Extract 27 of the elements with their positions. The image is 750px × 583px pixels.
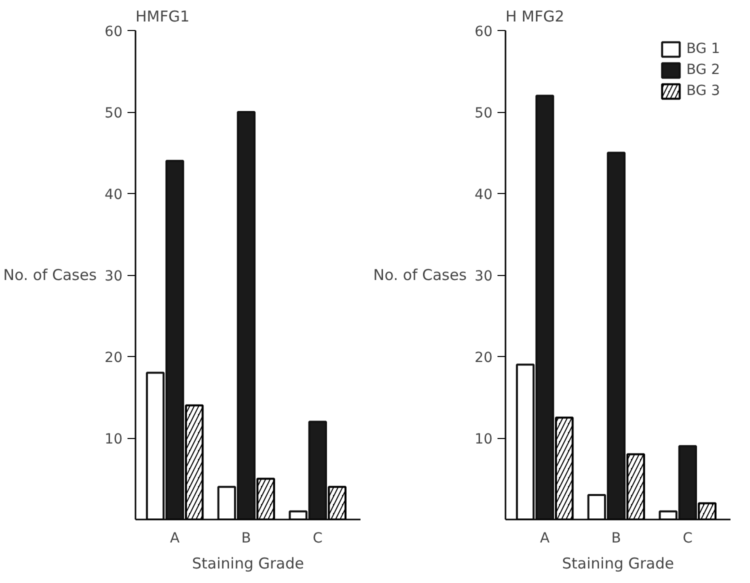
x-tick-label: B bbox=[241, 530, 252, 546]
y-tick-label: 20 bbox=[104, 350, 123, 366]
x-tick-label: C bbox=[312, 530, 323, 546]
y-tick-label: 30 bbox=[104, 268, 123, 284]
x-axis-title: Staining Grade bbox=[192, 554, 304, 572]
y-tick-label: 50 bbox=[474, 106, 493, 122]
y-tick-label: 60 bbox=[474, 24, 493, 40]
chart-title: HMFG1 bbox=[136, 8, 190, 26]
x-tick-label: B bbox=[611, 530, 622, 546]
legend-label: BG 1 bbox=[686, 41, 720, 57]
y-tick-label: 60 bbox=[104, 24, 123, 40]
y-axis-title: No. of Cases bbox=[373, 266, 467, 284]
x-tick-label: A bbox=[170, 530, 180, 546]
x-tick-label: A bbox=[540, 530, 550, 546]
x-axis-title: Staining Grade bbox=[562, 554, 674, 572]
y-tick-label: 10 bbox=[104, 432, 123, 448]
y-axis-title: No. of Cases bbox=[3, 266, 97, 284]
y-tick-label: 20 bbox=[474, 350, 493, 366]
x-tick-label: C bbox=[682, 530, 693, 546]
chart-title: H MFG2 bbox=[506, 8, 564, 26]
y-tick-label: 40 bbox=[474, 187, 493, 203]
y-tick-label: 30 bbox=[474, 268, 493, 284]
legend-label: BG 3 bbox=[686, 83, 720, 99]
legend-label: BG 2 bbox=[686, 62, 720, 78]
y-tick-label: 50 bbox=[104, 106, 123, 122]
y-tick-label: 10 bbox=[474, 432, 493, 448]
y-tick-label: 40 bbox=[104, 187, 123, 203]
